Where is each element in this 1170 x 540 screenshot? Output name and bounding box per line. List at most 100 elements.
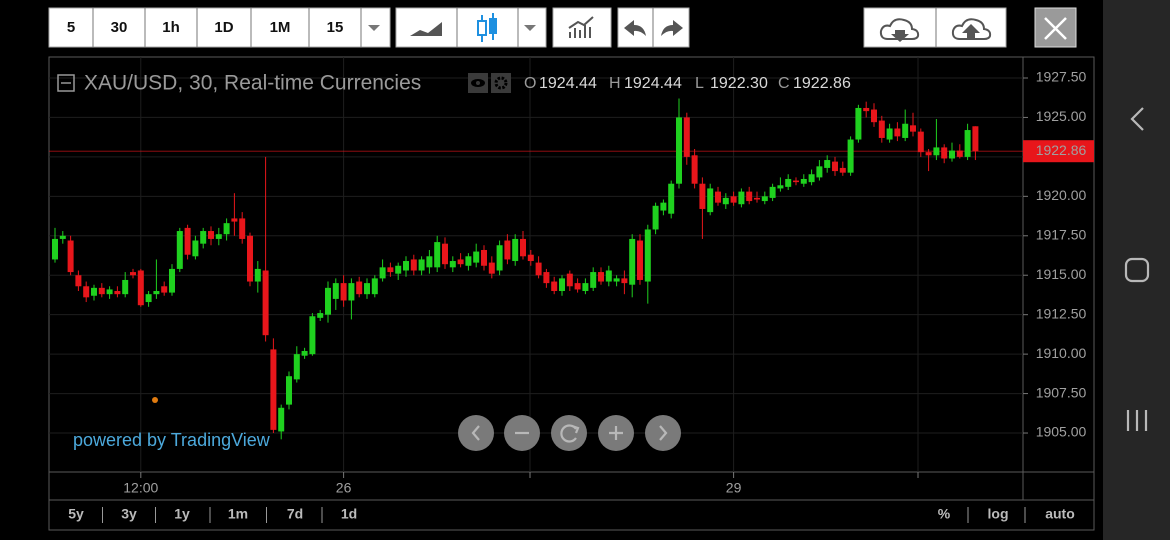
candle-body <box>925 152 932 156</box>
candle-body <box>917 131 924 153</box>
ohlc-name: H <box>609 75 621 92</box>
candle-body <box>668 183 675 214</box>
x-tick-label: 29 <box>726 480 742 496</box>
candle-body <box>566 273 573 287</box>
candle-body <box>496 245 503 271</box>
candle-body <box>902 123 909 138</box>
scroll-right[interactable] <box>645 415 681 451</box>
candle-body <box>481 249 487 266</box>
candle-body <box>130 272 136 276</box>
candle-body <box>800 178 807 184</box>
chart-frame <box>48 56 1095 531</box>
candle-body <box>738 191 745 205</box>
undo-button[interactable] <box>624 20 646 36</box>
candle-body <box>262 270 269 336</box>
settings-button[interactable] <box>491 73 511 93</box>
candle-body <box>933 147 940 156</box>
candle-body <box>395 265 402 274</box>
scroll-left[interactable] <box>458 415 494 451</box>
candle-body <box>769 186 776 198</box>
y-tick-label: 1920.00 <box>1036 187 1087 203</box>
indicators-button[interactable] <box>552 7 612 48</box>
candle-body <box>722 197 729 205</box>
interval-button[interactable]: 1h <box>162 19 180 36</box>
interval-button[interactable]: 15 <box>327 19 344 36</box>
scale-option[interactable]: % <box>938 506 951 522</box>
candle-body <box>356 281 363 295</box>
ohlc-value: 1924.44 <box>539 75 597 92</box>
candle-body <box>707 188 714 213</box>
ohlc-value: 1922.86 <box>793 75 851 92</box>
watermark: powered by TradingView <box>73 430 271 450</box>
collapse-legend[interactable] <box>57 74 75 92</box>
interval-button[interactable]: 5 <box>67 19 75 36</box>
candle-body <box>777 185 784 189</box>
candle-body <box>270 349 277 430</box>
candle-body <box>793 180 799 183</box>
candle-body <box>590 272 597 288</box>
save-button[interactable] <box>951 18 992 40</box>
candle-body <box>340 283 347 301</box>
candle-body <box>839 167 846 173</box>
redo-button[interactable] <box>661 20 683 36</box>
interval-dropdown[interactable] <box>368 25 380 31</box>
candle-body <box>878 120 885 138</box>
recents-button[interactable] <box>1126 410 1148 431</box>
candle-body <box>278 407 285 432</box>
candle-body <box>434 242 441 268</box>
candle-body <box>543 272 550 284</box>
candle-body <box>325 287 331 315</box>
candle-body <box>894 128 901 137</box>
interval-button[interactable]: 1M <box>270 19 291 36</box>
x-tick-label: 12:00 <box>123 480 158 496</box>
candle-body <box>637 240 643 280</box>
y-tick-label: 1907.50 <box>1036 384 1087 400</box>
home-button[interactable] <box>1124 257 1150 283</box>
interval-group <box>48 7 391 48</box>
last-price-tag <box>1023 140 1094 163</box>
range-button[interactable]: 1d <box>341 506 357 522</box>
chart-title: XAU/USD, 30, Real-time Currencies <box>84 72 421 95</box>
scale-option[interactable]: log <box>988 506 1009 522</box>
y-tick-label: 1905.00 <box>1036 424 1087 440</box>
load-button[interactable] <box>879 18 920 42</box>
candle-body <box>855 107 862 140</box>
interval-button[interactable]: 1D <box>214 19 233 36</box>
range-button[interactable]: 5y <box>68 506 84 522</box>
candle-body <box>535 262 542 276</box>
candle-body <box>574 283 581 290</box>
interval-button[interactable]: 30 <box>111 19 128 36</box>
y-tick-label: 1912.50 <box>1036 305 1087 321</box>
candle-body <box>520 238 526 257</box>
candle-chart-button[interactable] <box>477 13 497 42</box>
ohlc-name: O <box>524 75 536 92</box>
chart-type-dropdown[interactable] <box>524 25 536 31</box>
y-tick-label: 1915.00 <box>1036 266 1087 282</box>
candle-body <box>192 240 199 257</box>
candle-body <box>52 238 58 260</box>
range-button[interactable]: 3y <box>121 506 137 522</box>
candle-body <box>122 279 129 295</box>
marker <box>152 397 158 403</box>
candle-body <box>364 283 370 295</box>
candle-body <box>512 238 519 262</box>
candle-body <box>449 261 456 268</box>
back-button[interactable] <box>1130 107 1144 131</box>
candle-body <box>254 268 261 282</box>
candle-body <box>247 235 253 282</box>
candle-body <box>332 283 339 299</box>
range-button[interactable]: 7d <box>287 506 303 522</box>
area-chart-button[interactable] <box>410 22 442 36</box>
candle-body <box>106 289 113 295</box>
candle-body <box>426 256 433 268</box>
range-button[interactable]: 1m <box>228 506 248 522</box>
range-button[interactable]: 1y <box>174 506 190 522</box>
scale-option[interactable]: auto <box>1045 506 1075 522</box>
reset[interactable] <box>551 415 587 451</box>
cloud-group <box>863 7 1007 48</box>
candle-body <box>200 231 207 244</box>
y-tick-label: 1910.00 <box>1036 345 1087 361</box>
candle-body <box>184 227 191 255</box>
